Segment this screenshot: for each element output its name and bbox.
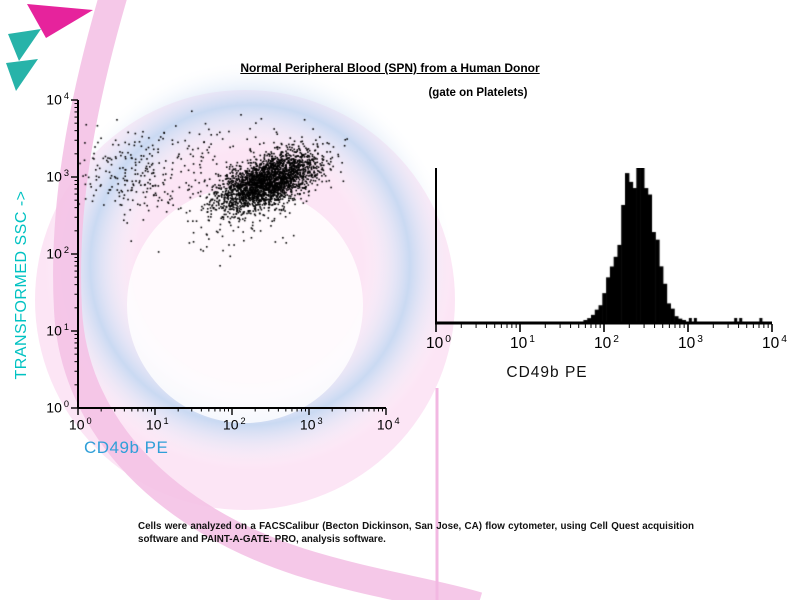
tick-label: 10 2: [594, 334, 619, 353]
logo-magenta-triangle: [27, 4, 93, 38]
figure-subtitle: (gate on Platelets): [428, 87, 528, 99]
tick-label: 10 2: [46, 245, 69, 262]
tick-label: 10 3: [678, 334, 703, 353]
figure-caption: Cells were analyzed on a FACSCalibur (Be…: [138, 521, 694, 545]
logo-teal-triangle-2: [6, 59, 38, 91]
tick-label: 10 4: [376, 416, 400, 433]
tick-label: 10 1: [145, 416, 169, 433]
scatter-dot-plot-points: [78, 100, 386, 408]
tick-label: 10 3: [46, 168, 69, 185]
tick-label: 10 1: [510, 334, 535, 353]
tick-label: 10 0: [46, 399, 69, 416]
logo-teal-triangle-1: [8, 29, 41, 61]
scatter-x-axis-label: CD49b PE: [84, 438, 169, 457]
tick-label: 10 0: [68, 416, 92, 433]
tick-label: 10 1: [46, 322, 69, 339]
tick-label: 10 3: [299, 416, 323, 433]
tick-label: 10 0: [426, 334, 451, 353]
tick-label: 10 4: [762, 334, 787, 353]
histogram-bars: [436, 168, 772, 322]
histogram-x-axis-label: CD49b PE: [506, 364, 588, 381]
tick-label: 10 4: [46, 91, 69, 108]
scatter-y-axis-label: TRANSFORMED SSC ->: [13, 190, 30, 380]
figure-title: Normal Peripheral Blood (SPN) from a Hum…: [240, 61, 540, 75]
tick-label: 10 2: [222, 416, 246, 433]
